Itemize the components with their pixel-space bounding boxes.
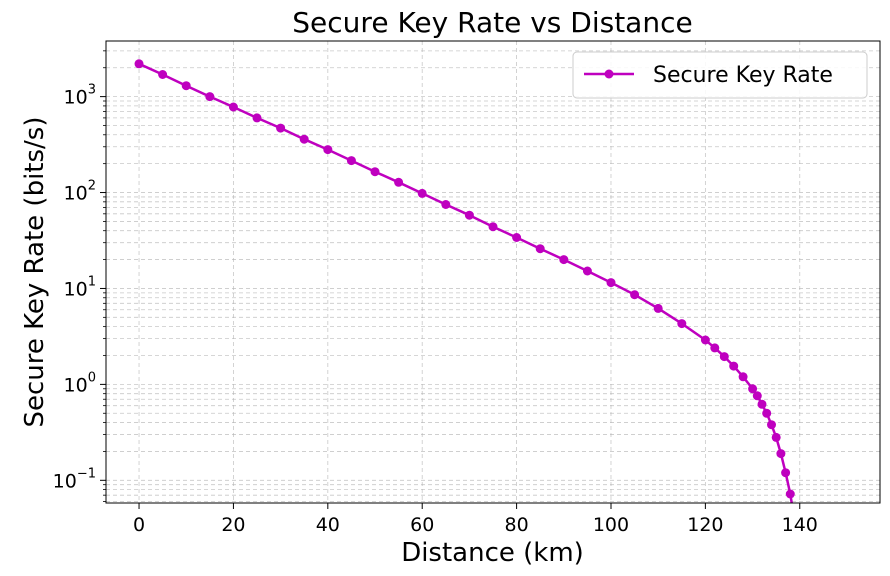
data-point [677,319,687,329]
data-point [323,145,333,155]
data-point [535,244,545,254]
data-point [653,303,663,313]
data-point [181,81,191,91]
data-point [738,372,748,382]
data-point [719,352,729,362]
x-tick-label: 80 [505,514,529,536]
data-point [767,420,776,430]
x-tick-label: 60 [410,514,434,536]
data-point [346,156,356,166]
data-point [370,167,380,177]
y-tick-label: 10−1 [53,466,96,492]
data-point [752,391,762,401]
y-tick-label: 102 [64,179,96,205]
x-tick-label: 20 [221,514,245,536]
data-point [700,335,710,345]
legend-label: Secure Key Rate [653,63,833,88]
y-tick-label: 103 [64,83,96,109]
data-point [464,210,474,220]
y-tick-label: 100 [64,370,96,396]
data-point [158,70,168,79]
data-point [205,92,215,102]
data-point [559,255,569,265]
data-point [299,134,309,144]
x-tick-label: 100 [593,514,629,536]
series-layer [134,59,795,503]
data-point [417,188,427,198]
data-point [276,123,286,133]
data-point [710,343,720,353]
data-point [762,408,772,418]
data-point [729,361,739,371]
data-point [785,489,795,499]
data-point [630,290,640,300]
legend: Secure Key Rate [572,51,868,99]
y-axis-label: Secure Key Rate (bits/s) [20,117,50,428]
chart-title: Secure Key Rate vs Distance [292,6,692,39]
data-point [781,468,791,478]
x-tick-label: 40 [316,514,340,536]
legend-box [572,51,868,99]
plot-frame [105,40,881,504]
data-point [512,233,522,242]
data-point [757,399,767,409]
data-point [606,278,616,288]
y-tick-label: 101 [64,274,96,300]
x-axis-label: Distance (km) [401,538,584,568]
x-tick-label: 0 [133,514,145,536]
axes: 10−1 100 101 102 103 0 20 40 60 80 100 120 140 [53,50,818,536]
grid [106,41,880,503]
data-point [134,59,144,69]
data-point [228,102,238,112]
data-point [252,113,262,123]
data-point [394,177,404,187]
x-tick-label: 140 [782,514,818,536]
legend-marker [604,69,614,79]
data-point [771,432,781,442]
data-point [441,200,451,209]
data-point [776,449,786,459]
data-point [488,222,498,232]
x-tick-label: 120 [687,514,723,536]
data-point [582,266,592,276]
data-point [748,384,758,394]
